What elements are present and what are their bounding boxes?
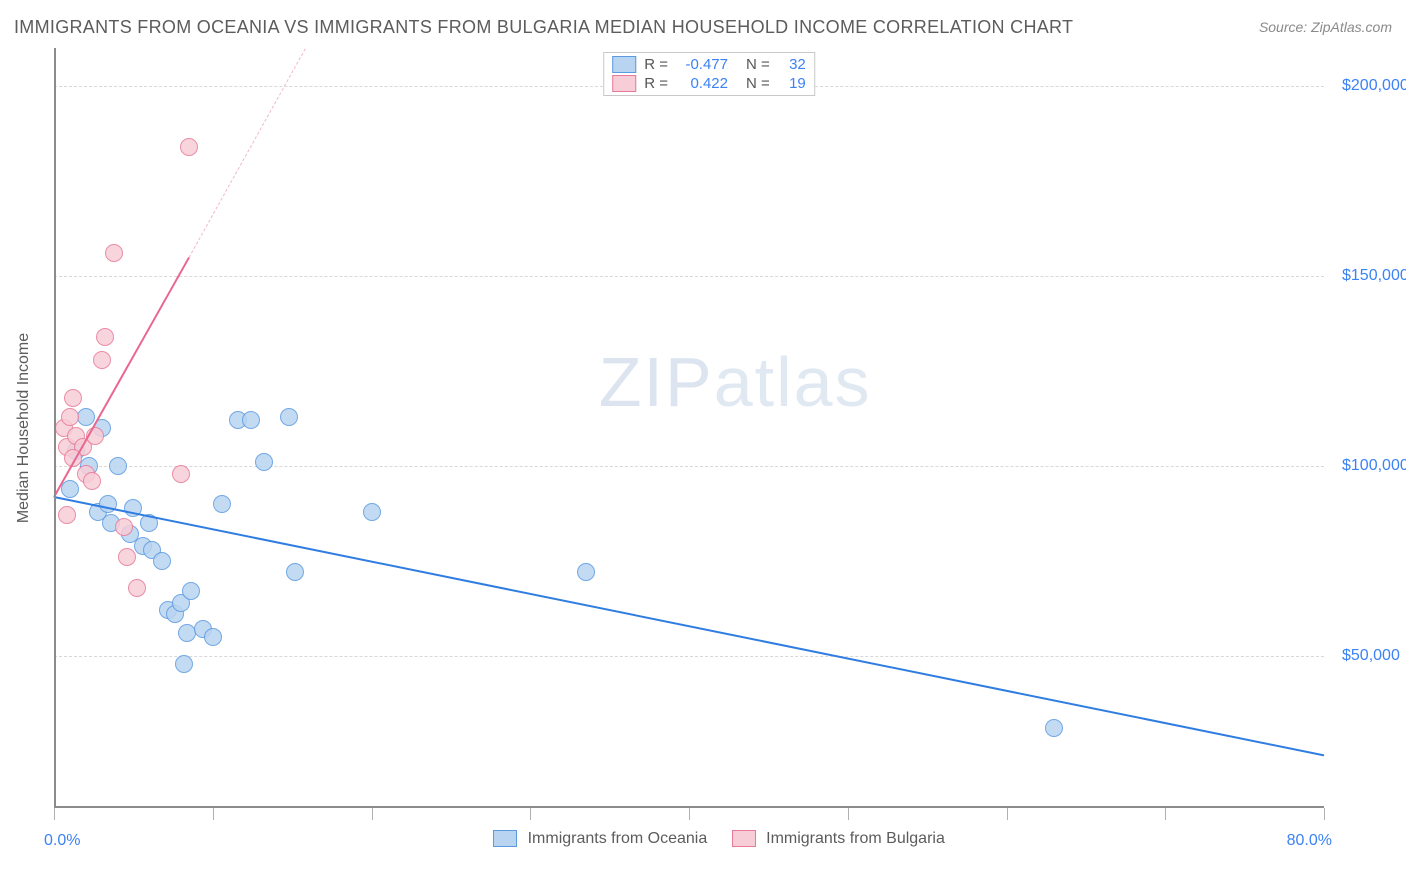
scatter-chart: ZIPatlas $50,000$100,000$150,000$200,000…	[54, 48, 1364, 808]
x-tick	[213, 808, 214, 820]
trend-line	[189, 48, 306, 257]
y-tick-label: $50,000	[1342, 647, 1372, 665]
n-value-oceania: 32	[778, 56, 806, 73]
y-tick-label: $100,000	[1342, 457, 1372, 475]
swatch-bulgaria	[732, 830, 756, 847]
r-value-bulgaria: 0.422	[676, 75, 728, 92]
data-point	[577, 563, 595, 581]
x-tick	[530, 808, 531, 820]
r-value-oceania: -0.477	[676, 56, 728, 73]
data-point	[77, 408, 95, 426]
correlation-legend: R = -0.477 N = 32 R = 0.422 N = 19	[603, 52, 815, 96]
x-tick	[1324, 808, 1325, 820]
data-point	[118, 548, 136, 566]
y-tick-label: $200,000	[1342, 77, 1372, 95]
swatch-oceania	[612, 56, 636, 73]
data-point	[61, 408, 79, 426]
data-point	[182, 582, 200, 600]
data-point	[180, 138, 198, 156]
n-label: N =	[746, 75, 770, 92]
x-tick	[372, 808, 373, 820]
data-point	[172, 465, 190, 483]
gridline	[54, 656, 1324, 657]
trend-line	[54, 496, 1324, 756]
x-tick	[1007, 808, 1008, 820]
swatch-oceania	[493, 830, 517, 847]
data-point	[242, 411, 260, 429]
data-point	[93, 351, 111, 369]
data-point	[204, 628, 222, 646]
data-point	[363, 503, 381, 521]
y-axis-label: Median Household Income	[15, 333, 33, 523]
data-point	[58, 506, 76, 524]
x-tick	[1165, 808, 1166, 820]
data-point	[280, 408, 298, 426]
r-label: R =	[644, 56, 668, 73]
x-tick	[848, 808, 849, 820]
r-label: R =	[644, 75, 668, 92]
data-point	[1045, 719, 1063, 737]
data-point	[286, 563, 304, 581]
gridline	[54, 276, 1324, 277]
series-name-oceania: Immigrants from Oceania	[528, 830, 708, 847]
data-point	[213, 495, 231, 513]
gridline	[54, 466, 1324, 467]
data-point	[96, 328, 114, 346]
x-tick	[54, 808, 55, 820]
data-point	[64, 389, 82, 407]
n-label: N =	[746, 56, 770, 73]
data-point	[128, 579, 146, 597]
data-point	[105, 244, 123, 262]
data-point	[115, 518, 133, 536]
data-point	[255, 453, 273, 471]
source-attribution: Source: ZipAtlas.com	[1259, 19, 1392, 35]
series-name-bulgaria: Immigrants from Bulgaria	[766, 830, 945, 847]
x-axis-line	[54, 806, 1324, 808]
series-legend: Immigrants from Oceania Immigrants from …	[54, 830, 1364, 848]
swatch-bulgaria	[612, 75, 636, 92]
x-axis-end-label: 80.0%	[1287, 832, 1332, 850]
data-point	[153, 552, 171, 570]
legend-row-bulgaria: R = 0.422 N = 19	[612, 75, 806, 92]
data-point	[175, 655, 193, 673]
y-tick-label: $150,000	[1342, 267, 1372, 285]
x-tick	[689, 808, 690, 820]
data-point	[61, 480, 79, 498]
x-axis-start-label: 0.0%	[44, 832, 80, 850]
data-point	[83, 472, 101, 490]
chart-title: IMMIGRANTS FROM OCEANIA VS IMMIGRANTS FR…	[14, 17, 1073, 38]
y-axis-line	[54, 48, 56, 808]
n-value-bulgaria: 19	[778, 75, 806, 92]
data-point	[109, 457, 127, 475]
legend-row-oceania: R = -0.477 N = 32	[612, 56, 806, 73]
